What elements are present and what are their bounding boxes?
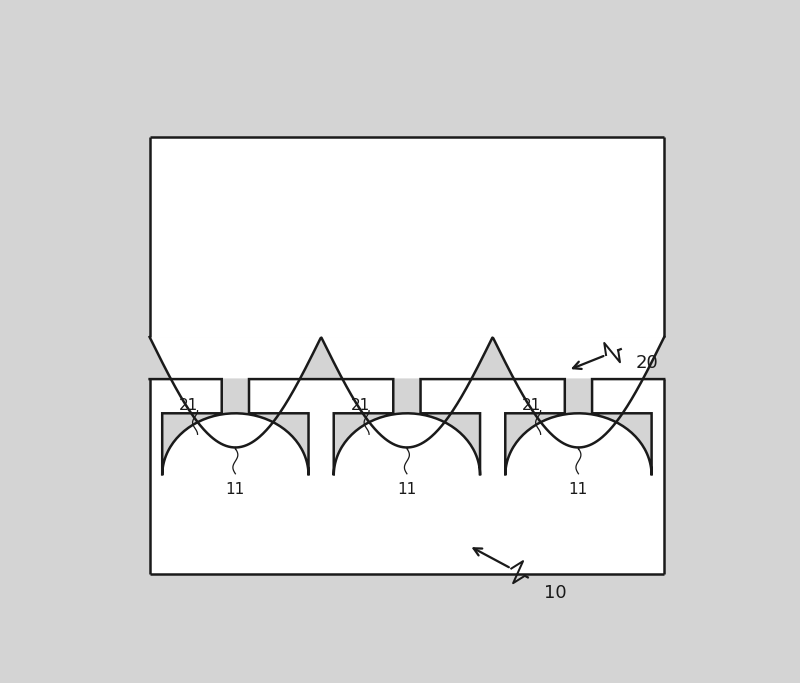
Text: 11: 11 xyxy=(398,482,417,497)
Text: 20: 20 xyxy=(635,354,658,372)
Polygon shape xyxy=(162,379,309,475)
Bar xyxy=(150,379,664,574)
Text: 11: 11 xyxy=(569,482,588,497)
Polygon shape xyxy=(150,337,664,447)
Polygon shape xyxy=(334,379,480,475)
Text: 21: 21 xyxy=(350,398,370,413)
Polygon shape xyxy=(506,379,651,475)
Text: 10: 10 xyxy=(544,584,567,602)
Text: 11: 11 xyxy=(226,482,245,497)
Text: 21: 21 xyxy=(179,398,198,413)
Bar xyxy=(150,137,664,337)
Text: 21: 21 xyxy=(522,398,542,413)
